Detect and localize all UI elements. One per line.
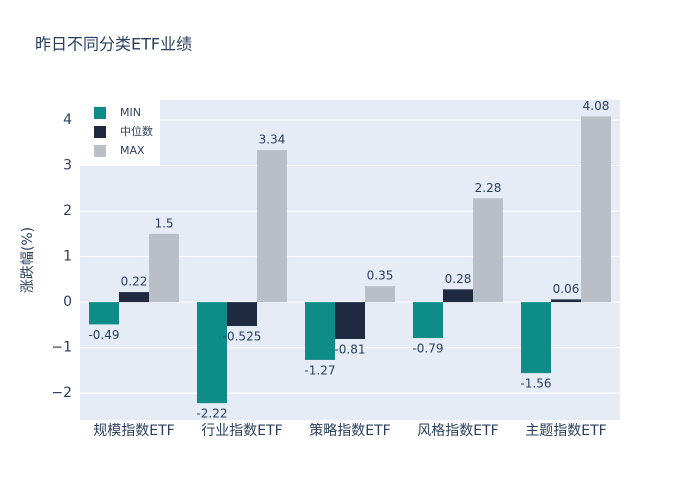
y-axis-title: 涨跌幅(%) [20, 227, 36, 293]
value-label: 2.28 [475, 181, 502, 195]
bar [365, 286, 395, 303]
bar [443, 289, 473, 303]
value-label: -0.525 [223, 330, 262, 344]
y-tick-label: −1 [51, 340, 72, 356]
value-label: -2.22 [196, 407, 227, 421]
legend-label: MIN [120, 106, 141, 119]
value-label: -0.49 [88, 328, 119, 342]
legend-swatch [94, 107, 106, 119]
bar [305, 302, 335, 360]
value-label: 0.22 [121, 275, 148, 289]
legend-swatch [94, 145, 106, 157]
bar [257, 150, 287, 303]
y-tick-label: 2 [63, 203, 72, 219]
value-label: 0.06 [553, 282, 580, 296]
bar [149, 233, 179, 303]
y-tick-label: 4 [63, 112, 72, 128]
x-tick-label: 策略指数ETF [309, 422, 390, 439]
bar [119, 292, 149, 303]
bar [473, 198, 503, 303]
bar [581, 116, 611, 303]
value-label: 3.34 [259, 133, 286, 147]
value-label: 1.5 [154, 216, 173, 230]
legend-label: MAX [120, 144, 145, 157]
bar [197, 302, 227, 404]
y-tick-label: 0 [63, 294, 72, 310]
bar [227, 302, 257, 327]
value-label: 4.08 [583, 99, 610, 113]
x-tick-label: 规模指数ETF [93, 423, 174, 439]
x-tick-label: 风格指数ETF [417, 423, 498, 439]
value-label: -0.79 [412, 342, 443, 356]
bar [521, 302, 551, 374]
legend-swatch [94, 126, 106, 138]
y-tick-label: 1 [63, 249, 72, 265]
value-label: -0.81 [334, 342, 365, 356]
value-label: 0.28 [445, 272, 472, 286]
legend-label: 中位数 [120, 124, 153, 138]
bar [413, 302, 443, 339]
bar [335, 302, 365, 339]
chart-title: 昨日不同分类ETF业绩 [35, 35, 192, 54]
bar [89, 302, 119, 325]
y-tick-label: −2 [51, 385, 72, 401]
x-tick-label: 行业指数ETF [201, 423, 282, 439]
value-label: -1.27 [304, 363, 335, 377]
x-tick-label: 主题指数ETF [525, 423, 606, 439]
value-label: -1.56 [520, 377, 551, 391]
bar [551, 299, 581, 303]
value-label: 0.35 [367, 269, 394, 283]
legend-box [80, 100, 160, 166]
y-tick-label: 3 [63, 158, 72, 174]
